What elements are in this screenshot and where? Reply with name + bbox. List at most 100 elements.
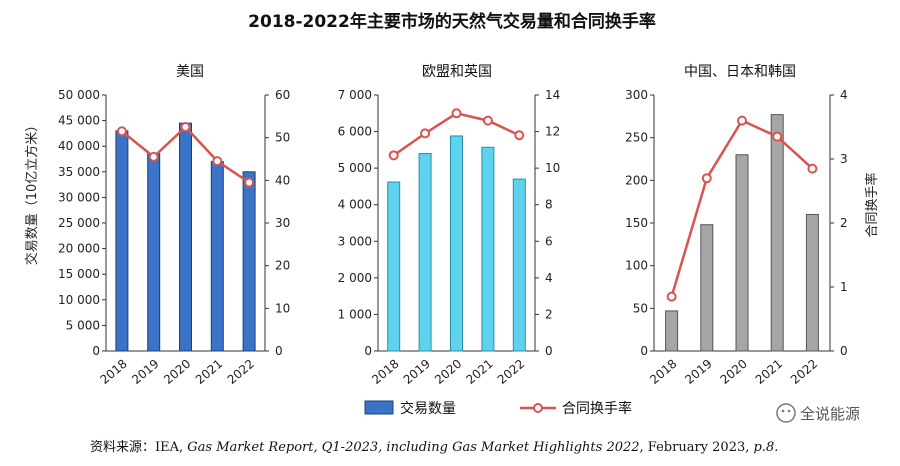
panel-cn-jp-kr-ytick-label: 200: [625, 173, 648, 187]
panel-cn-jp-kr-xtick-label: 2019: [682, 357, 714, 387]
panel-us-bar-2018: [115, 130, 129, 352]
panel-eu-uk-y2tick-label: 0: [545, 344, 553, 358]
panel-us-ytick-label: 25 000: [58, 216, 100, 230]
panel-cn-jp-kr-ytick-label: 100: [625, 259, 648, 273]
panel-cn-jp-kr-ytick-label: 50: [633, 301, 648, 315]
panel-cn-jp-kr-y2tick-label: 4: [840, 88, 848, 102]
panel-eu-uk-ytick-label: 7 000: [338, 88, 372, 102]
panel-us-xtick-label: 2019: [129, 357, 161, 387]
panel-us-y2tick-label: 40: [275, 173, 290, 187]
panel-cn-jp-kr-turnover-point-2022: [807, 163, 818, 174]
panel-us-ytick-label: 20 000: [58, 242, 100, 256]
panel-eu-uk-xtick-label: 2018: [369, 357, 401, 387]
watermark: 全说能源: [776, 403, 860, 423]
panel-eu-uk-turnover-point-2020: [451, 108, 462, 119]
panel-eu-uk-xtick-label: 2021: [463, 357, 495, 387]
panel-us-y2tick-label: 10: [275, 301, 290, 315]
panel-us-ytick-label: 45 000: [58, 114, 100, 128]
panel-us: 美国 0 5 000 10 000 15 000 20 000 25 000 30 000 35…: [58, 64, 290, 387]
chart-title: 2018-2022年主要市场的天然气交易量和合同换手率: [248, 11, 656, 32]
panel-us-ytick-label: 40 000: [58, 139, 100, 153]
panel-us-ytick-label: 10 000: [58, 293, 100, 307]
panel-eu-uk-xtick-label: 2019: [401, 357, 433, 387]
panel-cn-jp-kr-xtick-label: 2021: [753, 357, 785, 387]
panel-eu-uk-bar-2021: [481, 146, 495, 352]
panel-us-turnover-point-2021: [212, 156, 223, 167]
source-suffix: , February 2023,: [640, 440, 754, 455]
panel-eu-uk-bar-2018: [387, 181, 401, 352]
panel-eu-uk-y2tick-label: 2: [545, 307, 553, 321]
panel-eu-uk-bar-2019: [418, 153, 432, 352]
wechat-icon-eye-left: [781, 409, 785, 413]
panel-eu-uk-turnover-point-2018: [388, 150, 399, 161]
panel-us-xtick-label: 2022: [225, 357, 257, 387]
panel-eu-uk-xtick-label: 2022: [495, 357, 527, 387]
panel-us-turnover-point-2018: [116, 126, 127, 137]
panel-cn-jp-kr-bar-2020: [735, 154, 749, 352]
panel-cn-jp-kr-xtick-label: 2018: [647, 357, 679, 387]
panel-eu-uk-y2tick-label: 4: [545, 271, 553, 285]
panel-eu-uk-y2tick-label: 14: [545, 88, 560, 102]
panel-cn-jp-kr-bar-2019: [700, 224, 714, 352]
source-italic: Gas Market Report, Q1-2023, including Ga…: [187, 440, 639, 455]
panel-us-ytick-label: 5 000: [66, 318, 100, 332]
panel-eu-uk-turnover-point-2019: [420, 128, 431, 139]
panel-eu-uk-y2tick-label: 6: [545, 234, 553, 248]
panel-us-title: 美国: [176, 64, 204, 80]
legend-line-marker: [533, 403, 543, 413]
panel-eu-uk-ytick-label: 0: [364, 344, 372, 358]
panel-cn-jp-kr-y2tick-label: 2: [840, 216, 848, 230]
left-axis-label: 交易数量（10亿立方米）: [24, 119, 40, 266]
source-page: p.8.: [754, 440, 779, 455]
panel-cn-jp-kr-turnover-point-2019: [701, 173, 712, 184]
panel-eu-uk-turnover-point-2021: [482, 115, 493, 126]
panel-us-y2tick-label: 20: [275, 259, 290, 273]
panel-eu-uk-ytick-label: 2 000: [338, 271, 372, 285]
panel-eu-uk-bar-2020: [450, 135, 463, 352]
panel-eu-uk-ytick-label: 5 000: [338, 161, 372, 175]
panel-cn-jp-kr-turnover-point-2021: [772, 131, 783, 142]
wechat-icon: [776, 403, 796, 423]
panel-us-xtick-label: 2020: [161, 357, 193, 387]
panel-eu-uk-y2tick-label: 12: [545, 125, 560, 139]
panel-cn-jp-kr-y2tick-label: 1: [840, 280, 848, 294]
panel-eu-uk-turnover-point-2022: [514, 130, 525, 141]
source-note: 资料来源：IEA, Gas Market Report, Q1-2023, in…: [90, 440, 778, 455]
panel-us-xtick-label: 2021: [193, 357, 225, 387]
panel-cn-jp-kr-bar-2021: [770, 114, 784, 352]
panel-cn-jp-kr-ytick-label: 0: [640, 344, 648, 358]
panel-cn-jp-kr-ytick-label: 150: [625, 216, 648, 230]
panel-us-turnover-point-2020: [180, 122, 191, 132]
panel-us-ytick-label: 15 000: [58, 267, 100, 281]
legend-bar-label: 交易数量: [400, 400, 456, 417]
panel-cn-jp-kr-turnover-point-2020: [737, 115, 747, 126]
panel-eu-uk-y2tick-label: 8: [545, 198, 553, 212]
panel-us-bar-2022: [242, 171, 256, 352]
panel-us-ytick-label: 35 000: [58, 165, 100, 179]
panel-us-xtick-label: 2018: [97, 357, 129, 387]
panel-eu-uk-bar-2022: [512, 178, 526, 352]
panel-eu-uk-y2tick-label: 10: [545, 161, 560, 175]
panel-cn-jp-kr-title: 中国、日本和韩国: [684, 64, 796, 80]
panel-eu-uk-ytick-label: 1 000: [338, 307, 372, 321]
panel-cn-jp-kr-y2tick-label: 3: [840, 152, 848, 166]
panel-eu-uk-ytick-label: 3 000: [338, 234, 372, 248]
panel-cn-jp-kr-bar-2018: [665, 310, 679, 352]
panel-us-y2tick-label: 0: [275, 344, 283, 358]
panel-cn-jp-kr-xtick-label: 2020: [718, 357, 750, 387]
panel-cn-jp-kr-xtick-label: 2022: [788, 357, 820, 387]
source-prefix: 资料来源：IEA,: [90, 440, 187, 455]
panel-eu-uk-ytick-label: 6 000: [338, 125, 372, 139]
legend-line-label: 合同换手率: [562, 400, 632, 417]
panel-us-y2tick-label: 60: [275, 88, 290, 102]
panel-eu-uk-ytick-label: 4 000: [338, 198, 372, 212]
panel-cn-jp-kr-turnover-point-2018: [666, 291, 677, 302]
panel-cn-jp-kr-bar-2022: [805, 213, 819, 352]
panel-us-bar-2021: [210, 161, 224, 352]
panel-us-y2tick-label: 50: [275, 131, 290, 145]
panel-us-ytick-label: 50 000: [58, 88, 100, 102]
panel-us-ytick-label: 0: [92, 344, 100, 358]
panel-us-turnover-point-2022: [244, 177, 255, 188]
